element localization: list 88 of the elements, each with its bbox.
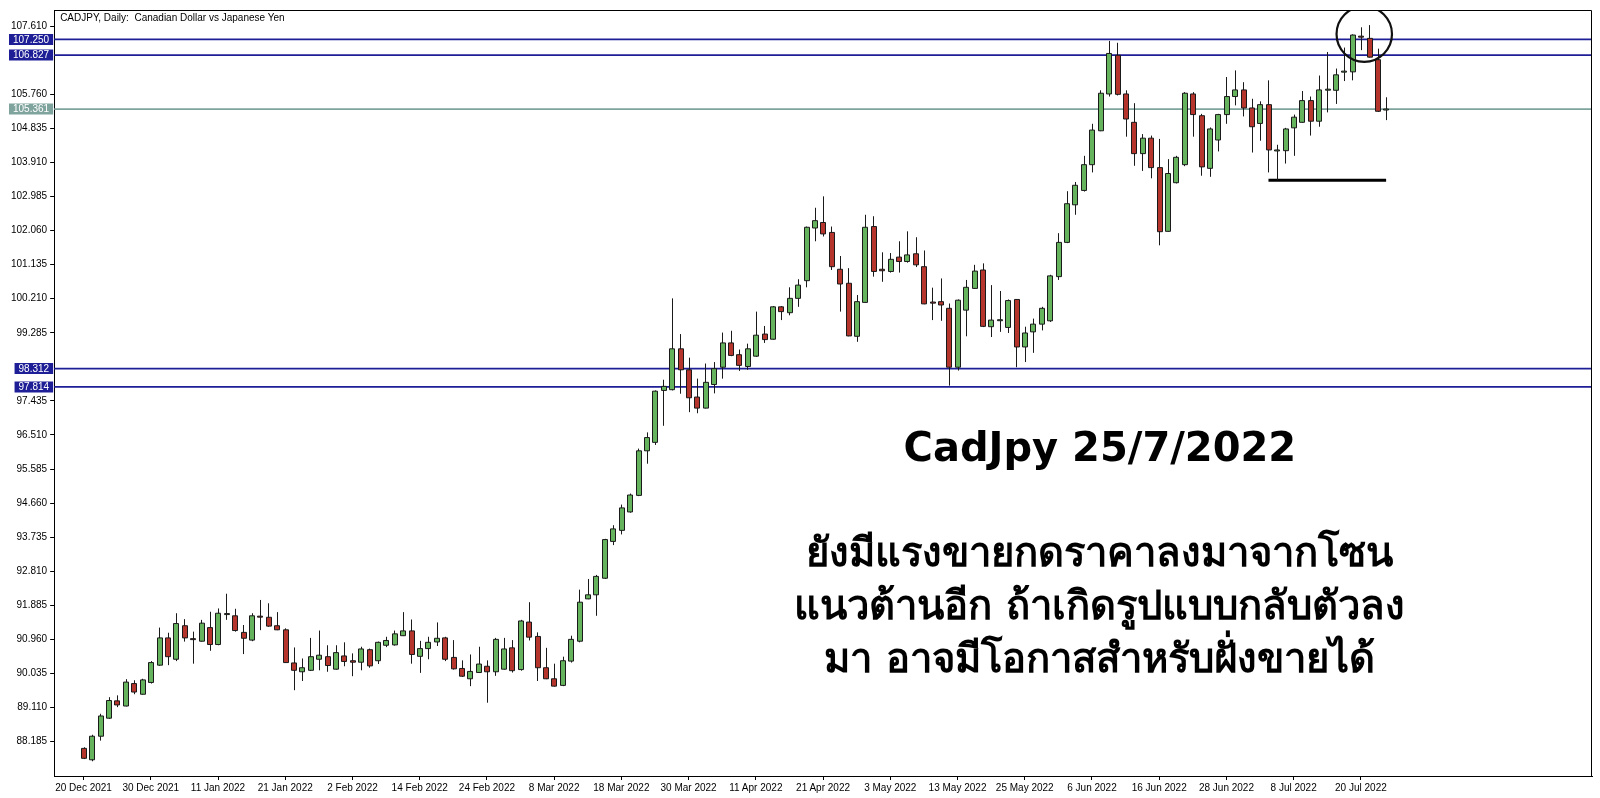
- ref-line-label: 98.312: [18, 362, 50, 374]
- candlestick: [854, 294, 860, 343]
- candlestick: [610, 524, 616, 546]
- x-tick-label: 18 Mar 2022: [593, 781, 650, 793]
- x-tick-label: 13 May 2022: [928, 781, 987, 793]
- x-tick-label: 24 Feb 2022: [458, 781, 516, 793]
- candlestick: [1333, 68, 1339, 105]
- annotation: CadJpy 25/7/2022: [903, 423, 1297, 470]
- candlestick: [1005, 298, 1011, 334]
- candlestick: [736, 349, 742, 372]
- x-tick-label: 8 Jul 2022: [1270, 781, 1318, 793]
- x-tick-label: 28 Jun 2022: [1198, 781, 1255, 793]
- y-tick-label: 105.760: [10, 88, 48, 100]
- chart-title: CADJPY, Daily: Canadian Dollar vs Japanese Yen: [60, 11, 285, 23]
- candlestick: [308, 637, 314, 672]
- candlestick: [1257, 100, 1263, 142]
- candlestick: [1299, 90, 1305, 124]
- y-tick-label: 100.210: [10, 292, 48, 304]
- y-tick-label: 101.135: [10, 258, 48, 270]
- ref-line-label: 107.250: [13, 33, 50, 45]
- candlestick: [173, 612, 179, 662]
- y-tick-label: 93.735: [16, 530, 48, 542]
- annotation: ยังมีแรงขายกดราคาลงมาจากโซน แนวต้านอีก ถ้าเกิดรูปแบบกลับตัวลง มา อาจมีโอกาสสำหรับฝั่งขายได้: [794, 528, 1406, 681]
- candlestick: [551, 663, 557, 688]
- candlestick: [148, 660, 154, 685]
- x-tick-label: 20 Dec 2021: [55, 781, 113, 793]
- ref-line-label: 106.827: [13, 49, 50, 61]
- candlestick: [871, 215, 877, 278]
- y-tick-label: 92.810: [16, 564, 48, 576]
- candlestick: [249, 612, 255, 642]
- candlestick: [291, 646, 297, 691]
- candlestick: [636, 448, 642, 497]
- x-tick-label: 30 Mar 2022: [660, 781, 718, 793]
- ref-line-label: 97.814: [18, 381, 50, 393]
- x-tick-label: 30 Dec 2021: [122, 781, 180, 793]
- candlestick: [770, 305, 776, 341]
- candlestick: [325, 644, 331, 673]
- x-tick-label: 20 Jul 2022: [1335, 781, 1388, 793]
- candlestick: [417, 640, 423, 674]
- y-tick-label: 102.060: [10, 224, 48, 236]
- x-tick-label: 8 Mar 2022: [528, 781, 580, 793]
- y-tick-label: 103.910: [10, 156, 48, 168]
- candlestick: [341, 641, 347, 667]
- candlestick: [350, 652, 356, 677]
- candlestick: [442, 636, 448, 662]
- x-tick-label: 11 Jan 2022: [190, 781, 246, 793]
- y-tick-label: 95.585: [16, 462, 48, 474]
- candlestick: [333, 644, 339, 671]
- candlestick: [501, 637, 507, 671]
- candlestick: [745, 343, 751, 371]
- y-tick-label: 99.285: [16, 326, 48, 338]
- x-tick-label: 3 May 2022: [864, 781, 917, 793]
- y-tick-label: 97.435: [16, 394, 48, 406]
- candlestick: [106, 696, 112, 720]
- y-tick-label: 107.610: [10, 19, 48, 31]
- y-tick-label: 90.960: [16, 633, 48, 645]
- candlestick: [157, 627, 163, 667]
- y-tick-label: 94.660: [16, 496, 48, 508]
- candlestick: [358, 646, 364, 671]
- x-tick-label: 21 Jan 2022: [257, 781, 314, 793]
- y-tick-label: 91.885: [16, 599, 48, 611]
- candlestick: [560, 656, 566, 687]
- candlestick: [1081, 155, 1087, 193]
- y-tick-label: 96.510: [16, 428, 48, 440]
- ref-line-label: 105.361: [13, 103, 50, 115]
- x-tick-label: 21 Apr 2022: [796, 781, 851, 793]
- candlestick: [1165, 158, 1171, 233]
- candlestick: [1308, 96, 1314, 137]
- candlestick: [1064, 190, 1070, 244]
- x-tick-label: 16 Jun 2022: [1131, 781, 1188, 793]
- y-tick-label: 90.035: [16, 667, 48, 679]
- candlestick: [1207, 126, 1213, 178]
- candlestick: [619, 504, 625, 535]
- x-tick-label: 25 May 2022: [995, 781, 1055, 793]
- x-tick-label: 6 Jun 2022: [1067, 781, 1118, 793]
- candlestick: [720, 332, 726, 380]
- x-tick-label: 2 Feb 2022: [327, 781, 379, 793]
- x-tick-label: 14 Feb 2022: [391, 781, 449, 793]
- candlestick: [1316, 75, 1322, 128]
- y-tick-label: 102.985: [10, 190, 48, 202]
- y-tick-label: 88.185: [16, 735, 48, 747]
- y-tick-label: 104.835: [10, 122, 48, 134]
- y-tick-label: 89.110: [17, 701, 48, 713]
- candlestick: [98, 713, 104, 742]
- candlestick: [602, 538, 608, 580]
- x-tick-label: 11 Apr 2022: [729, 781, 783, 793]
- candlestick: [728, 330, 734, 357]
- candlestick: [409, 618, 415, 665]
